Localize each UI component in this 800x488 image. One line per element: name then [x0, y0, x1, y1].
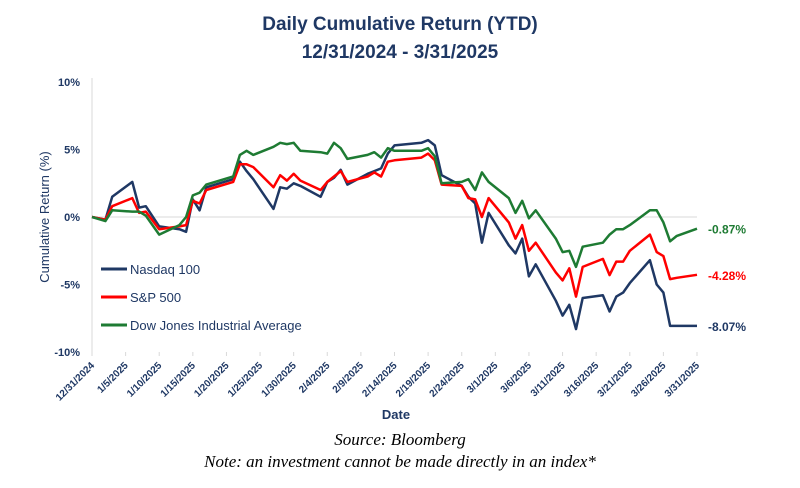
series-line-0 [91, 138, 697, 331]
x-tick-label: 3/26/2025 [629, 360, 669, 400]
x-tick-label: 1/20/2025 [192, 360, 232, 400]
legend-label-0: Nasdaq 100 [130, 262, 200, 277]
end-value-label-1: -4.28% [708, 269, 746, 283]
x-tick-label: 2/19/2025 [394, 360, 434, 400]
x-tick-label: 12/31/2024 [54, 360, 97, 403]
y-axis-title: Cumulative Return (%) [37, 151, 52, 283]
chart-subtitle: 12/31/2024 - 3/31/2025 [301, 42, 499, 63]
series-line-1 [91, 152, 698, 298]
x-tick-label: 3/21/2025 [596, 360, 636, 400]
x-axis-title: Date [382, 407, 410, 422]
x-tick-label: 1/10/2025 [125, 360, 165, 400]
y-tick-label: -5% [60, 280, 80, 292]
y-tick-label: 0% [64, 212, 80, 224]
x-tick-label: 3/11/2025 [529, 360, 568, 399]
y-tick-label: 10% [58, 77, 80, 89]
end-value-label-2: -0.87% [708, 223, 746, 237]
x-tick-label: 1/15/2025 [159, 360, 199, 400]
x-tick-label: 2/14/2025 [360, 360, 400, 400]
legend-label-1: S&P 500 [130, 290, 181, 305]
x-tick-label: 1/25/2025 [226, 360, 266, 400]
x-tick-label: 2/4/2025 [297, 360, 333, 396]
disclaimer-note: Note: an investment cannot be made direc… [204, 452, 596, 471]
y-tick-label: -10% [54, 347, 80, 359]
x-tick-label: 3/16/2025 [562, 360, 602, 400]
chart-title: Daily Cumulative Return (YTD) [262, 14, 538, 35]
x-tick-label: 3/1/2025 [465, 360, 501, 396]
x-tick-label: 2/24/2025 [428, 360, 468, 400]
end-value-label-0: -8.07% [708, 320, 746, 334]
y-tick-label: 5% [64, 145, 80, 157]
series-line-2 [91, 141, 698, 269]
source-note: Source: Bloomberg [334, 430, 466, 449]
x-tick-label: 1/30/2025 [260, 360, 300, 400]
legend-label-2: Dow Jones Industrial Average [130, 318, 302, 333]
x-tick-label: 3/31/2025 [663, 360, 703, 400]
